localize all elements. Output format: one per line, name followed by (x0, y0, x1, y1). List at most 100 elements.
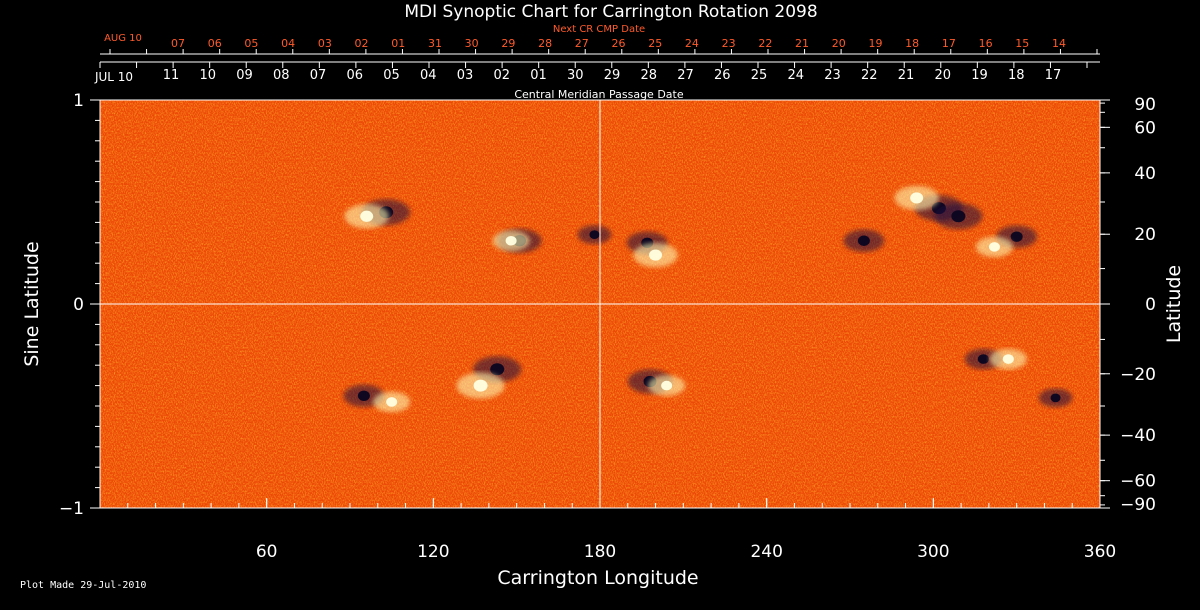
x-axis-label: Carrington Longitude (497, 567, 698, 589)
next-cr-tick-label: 15 (1015, 37, 1029, 50)
cmp-tick-label: 28 (640, 68, 657, 83)
next-cr-tick-label: 19 (868, 37, 882, 50)
y-right-tick-label: 90 (1134, 95, 1156, 115)
cmp-tick-label: 23 (824, 68, 841, 83)
next-cr-tick-label: 29 (501, 37, 515, 50)
y-right-tick-label: 60 (1134, 118, 1156, 138)
next-cr-tick-label: 07 (171, 37, 185, 50)
y-right-tick-label: 40 (1134, 164, 1156, 184)
x-tick-label: 180 (584, 542, 616, 562)
region-core (505, 235, 517, 246)
cmp-tick-label: 01 (530, 68, 547, 83)
next-cr-tick-label: 17 (942, 37, 956, 50)
x-tick-label: 360 (1084, 542, 1116, 562)
active-region (456, 372, 505, 399)
active-region (934, 203, 983, 230)
region-core (1002, 354, 1014, 364)
x-tick-label: 60 (256, 542, 278, 562)
next-cr-tick-label: 21 (795, 37, 809, 50)
cmp-tick-label: 04 (420, 68, 437, 83)
next-cr-tick-label: 01 (391, 37, 405, 50)
y-axis-label-right: Latitude (1163, 265, 1185, 343)
next-cr-tick-label: 14 (1052, 37, 1066, 50)
active-region (975, 236, 1014, 258)
region-core (661, 380, 673, 391)
cmp-tick-label: 26 (714, 68, 731, 83)
y-right-tick-label: 20 (1134, 225, 1156, 245)
cmp-tick-label: 22 (861, 68, 878, 83)
next-cr-tick-label: 27 (575, 37, 589, 50)
y-axis-label-left: Sine Latitude (21, 241, 43, 366)
y-right-tick-label: −90 (1120, 495, 1156, 515)
y-axis-left: 1 0 −1 (59, 91, 100, 519)
next-cr-tick-label: 04 (281, 37, 295, 50)
region-core (910, 192, 924, 204)
active-region (989, 348, 1027, 370)
cmp-tick-label: 27 (677, 68, 694, 83)
active-region (633, 242, 678, 268)
cmp-tick-label: 30 (567, 68, 584, 83)
cmp-tick-label: 08 (273, 68, 290, 83)
y-right-tick-label: 0 (1145, 295, 1156, 315)
region-core (977, 354, 989, 364)
next-cr-tick-label: 25 (648, 37, 662, 50)
active-region (1038, 388, 1073, 408)
region-core (1050, 393, 1061, 403)
y-right-tick-label: −60 (1120, 472, 1156, 492)
cmp-tick-label: 18 (1008, 68, 1025, 83)
cmp-tick-label: 07 (310, 68, 327, 83)
y-axis-right: 90 60 40 20 0 −20 −40 −60 −90 (1100, 95, 1156, 515)
cmp-tick-label: 17 (1045, 68, 1062, 83)
cmp-tick-label: 06 (346, 68, 363, 83)
cmp-tick-label: 21 (898, 68, 915, 83)
x-tick-label: 240 (750, 542, 782, 562)
active-region (894, 185, 939, 211)
y-left-tick-label: 1 (73, 91, 84, 111)
next-cr-tick-label: 18 (905, 37, 919, 50)
next-cr-tick-label: 16 (979, 37, 993, 50)
cmp-tick-label: 05 (383, 68, 400, 83)
active-region (843, 229, 885, 252)
active-regions (343, 185, 1073, 413)
next-cr-tick-label: 22 (758, 37, 772, 50)
region-core (857, 235, 870, 246)
next-cr-tick-label: 28 (538, 37, 552, 50)
next-cr-tick-label: 05 (244, 37, 258, 50)
active-region (373, 391, 411, 413)
cmp-start-label: JUL 10 (94, 70, 133, 84)
region-core (988, 242, 1000, 252)
region-core (473, 379, 488, 392)
cmp-tick-label: 20 (934, 68, 951, 83)
cmp-tick-label: 02 (493, 68, 510, 83)
cmp-tick-label: 03 (457, 68, 474, 83)
x-tick-label: 120 (417, 542, 449, 562)
region-core (1010, 231, 1023, 242)
active-region (492, 230, 530, 252)
cmp-tick-label: 19 (971, 68, 988, 83)
cmp-date-axis: JUL 10 11 10 09 08 07 06 05 04 03 02 01 30 29 28 27 26 25… (94, 61, 1100, 84)
plot-made-label: Plot Made 29-Jul-2010 (20, 580, 147, 591)
next-cr-tick-label: 26 (612, 37, 626, 50)
next-cr-start-label: AUG 10 (104, 33, 142, 44)
next-cr-tick-label: 06 (208, 37, 222, 50)
cmp-tick-label: 25 (751, 68, 768, 83)
next-cr-tick-label: 20 (832, 37, 846, 50)
chart-title: MDI Synoptic Chart for Carrington Rotati… (404, 2, 817, 22)
next-cr-tick-label: 24 (685, 37, 699, 50)
region-core (951, 210, 966, 223)
cmp-tick-label: 29 (604, 68, 621, 83)
x-axis: 60 120 180 240 300 360 (127, 498, 1116, 562)
region-core (490, 363, 505, 376)
cmp-axis-label: Central Meridian Passage Date (514, 88, 683, 101)
cmp-tick-label: 24 (787, 68, 804, 83)
next-cr-tick-label: 31 (428, 37, 442, 50)
region-core (357, 390, 370, 401)
next-cr-tick-label: 03 (318, 37, 332, 50)
region-core (360, 210, 374, 222)
active-region (648, 375, 686, 396)
y-right-tick-label: −40 (1120, 426, 1156, 446)
x-tick-label: 300 (917, 542, 949, 562)
next-cr-tick-label: 30 (465, 37, 479, 50)
y-right-tick-label: −20 (1120, 365, 1156, 385)
